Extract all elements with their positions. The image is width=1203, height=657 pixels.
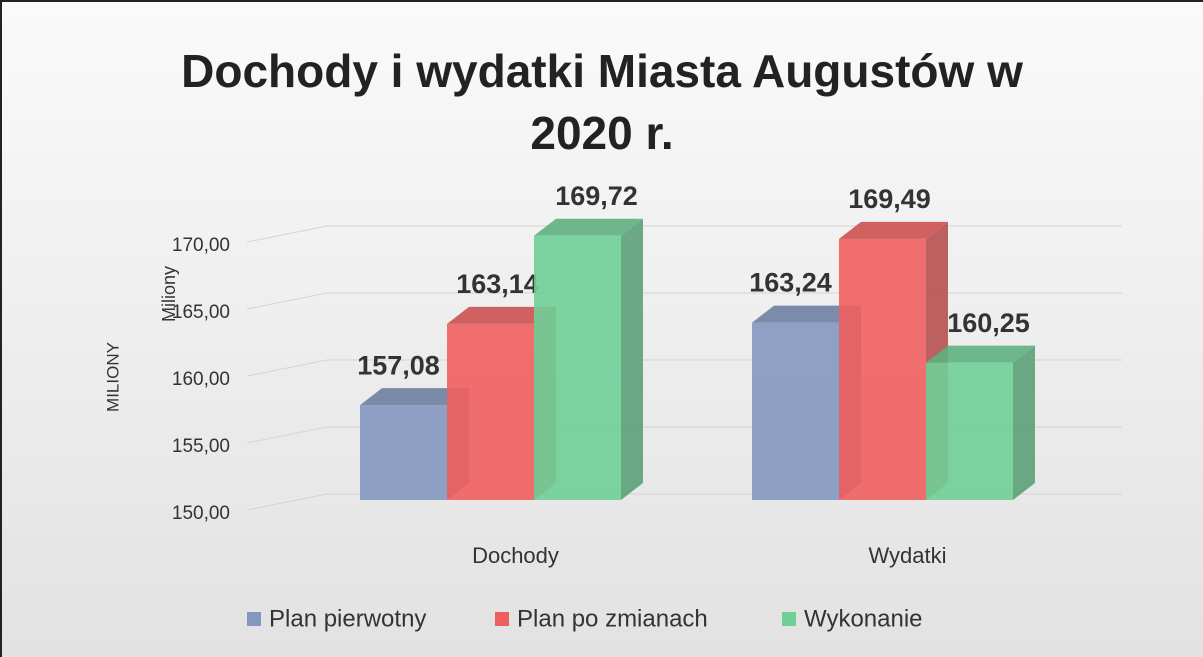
y-tick-label: 155,00: [172, 436, 230, 457]
bar-side: [621, 218, 643, 500]
y-tick-label: 160,00: [172, 369, 230, 390]
data-label: 163,24: [749, 268, 832, 298]
data-label: 169,49: [848, 184, 931, 214]
legend-swatch: [247, 612, 261, 626]
bar-top: [926, 345, 1035, 363]
y-axis-label: Miliony: [159, 266, 179, 322]
bar-top: [752, 305, 861, 323]
bar-side: [1013, 345, 1035, 500]
bar: [534, 235, 621, 500]
grid-line: [246, 225, 328, 243]
legend-swatch: [782, 612, 796, 626]
legend-label: Plan po zmianach: [517, 605, 708, 632]
bar: [360, 405, 447, 500]
bar: [839, 238, 926, 501]
legend-swatch: [495, 612, 509, 626]
grid-line: [246, 426, 328, 444]
bar: [926, 362, 1013, 500]
bar-top: [839, 221, 948, 239]
chart-title: Dochody i wydatki Miasta Augustów w 2020…: [181, 45, 1023, 159]
bar-top: [360, 388, 469, 406]
y-tick-label: 150,00: [172, 503, 230, 524]
grid-line: [246, 292, 328, 310]
data-label: 169,72: [555, 181, 638, 211]
grid-line: [246, 359, 328, 377]
data-label: 157,08: [357, 350, 440, 380]
y-tick-label: 170,00: [172, 235, 230, 256]
y-tick-label: 165,00: [172, 302, 230, 323]
legend-label: Wykonanie: [804, 605, 923, 632]
data-label: 160,25: [947, 308, 1030, 338]
x-tick-label: Dochody: [472, 543, 559, 568]
data-label: 163,14: [456, 269, 539, 299]
x-tick-label: Wydatki: [868, 543, 946, 568]
grid-line: [246, 493, 328, 511]
axis-title: MILIONY: [103, 342, 122, 412]
bar: [752, 322, 839, 500]
bar-top: [534, 218, 643, 236]
bar-top: [447, 306, 556, 324]
legend-label: Plan pierwotny: [269, 605, 426, 632]
bar: [447, 323, 534, 500]
